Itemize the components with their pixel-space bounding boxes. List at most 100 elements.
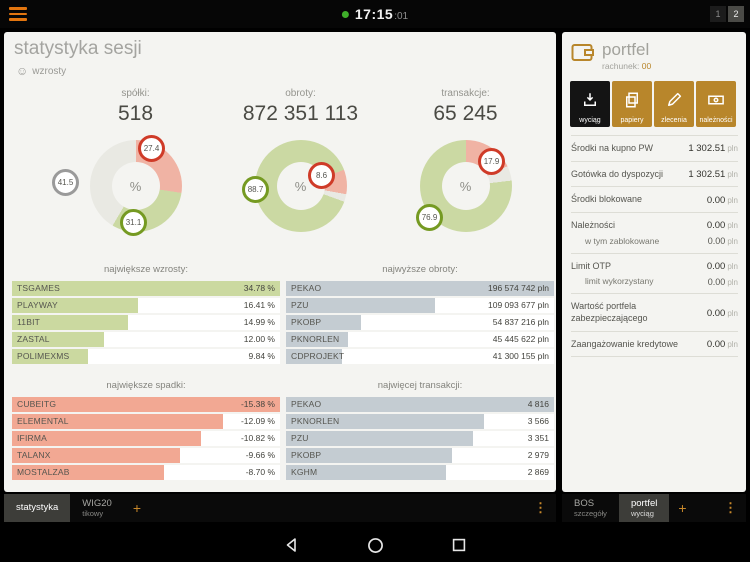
bar-fill — [286, 315, 361, 330]
portfolio-row-main: Środki blokowane 0.00 pln — [571, 194, 738, 206]
bar-row-elemental[interactable]: ELEMENTAL -12.09 % — [12, 414, 280, 429]
row-label: Gotówka do dyspozycji — [571, 168, 664, 179]
bar-row-cubeitg[interactable]: CUBEITG -15.38 % — [12, 397, 280, 412]
bar-row-pkobp[interactable]: PKOBP 54 837 216 pln — [286, 315, 554, 330]
stat-label: obroty: — [285, 88, 316, 99]
row-unit: pln — [727, 144, 738, 154]
zlecenia-button[interactable]: zlecenia — [654, 80, 694, 127]
tab-sublabel: tikowy — [82, 509, 104, 519]
bar-row-pekao[interactable]: PEKAO 4 816 — [286, 397, 554, 412]
tab-label: portfel — [630, 497, 658, 509]
row-unit: pln — [727, 195, 738, 205]
instrument-value: 54 837 216 pln — [492, 317, 549, 327]
bar-fill — [286, 298, 435, 313]
bar-fill — [12, 414, 223, 429]
row-value: 1 302.51 pln — [688, 168, 738, 180]
portfolio-row-zaangażowanie-kredytowe: Zaangażowanie kredytowe 0.00 pln — [571, 332, 738, 358]
bar-list-największe-spadki-: największe spadki: CUBEITG -15.38 % ELEMENT… — [12, 380, 280, 480]
instrument-value: -15.38 % — [240, 399, 275, 409]
bar-row-talanx[interactable]: TALANX -9.66 % — [12, 448, 280, 463]
overflow-menu-icon[interactable]: ⋮ — [534, 500, 547, 515]
instrument-name: TALANX — [17, 450, 51, 460]
home-button[interactable] — [361, 531, 389, 559]
button-label: należności — [699, 116, 733, 124]
bar-row-tsgames[interactable]: TSGAMES 34.78 % — [12, 281, 280, 296]
portfolio-row-main: Należności 0.00 pln — [571, 220, 738, 232]
page-indicator-1[interactable]: 1 — [710, 6, 726, 22]
recents-button[interactable] — [445, 531, 473, 559]
add-tab-button[interactable]: + — [678, 500, 687, 516]
bar-row-11bit[interactable]: 11BIT 14.99 % — [12, 315, 280, 330]
bar-row-pekao[interactable]: PEKAO 196 574 742 pln — [286, 281, 554, 296]
page-indicator-2[interactable]: 2 — [728, 6, 744, 22]
tab-statystyka[interactable]: statystyka — [4, 494, 71, 522]
bar-fill — [12, 315, 128, 330]
portfolio-row-sub: w tym zablokowane 0.00 pln — [571, 236, 738, 247]
bar-fill — [286, 465, 446, 480]
sub-row-unit: pln — [727, 237, 738, 247]
back-button[interactable] — [277, 531, 305, 559]
bar-row-pkobp[interactable]: PKOBP 2 979 — [286, 448, 554, 463]
bar-row-pknorlen[interactable]: PKNORLEN 45 445 622 pln — [286, 332, 554, 347]
connection-status-dot-icon — [341, 10, 349, 18]
tab-sublabel: szczegóły — [574, 509, 607, 519]
add-tab-button[interactable]: + — [132, 500, 141, 516]
bar-row-cdprojekt[interactable]: CDPROJEKT 41 300 155 pln — [286, 349, 554, 364]
portfolio-row-main: Zaangażowanie kredytowe 0.00 pln — [571, 339, 738, 351]
instrument-value: 196 574 742 pln — [488, 283, 549, 293]
instrument-name: PZU — [291, 300, 309, 310]
row-label: Limit OTP — [571, 260, 612, 271]
bar-row-zastal[interactable]: ZASTAL 12.00 % — [12, 332, 280, 347]
clock-seconds: :01 — [394, 11, 409, 22]
bar-fill — [286, 431, 473, 446]
stat-column-transakcje-: transakcje: 65 245% 17.9 76.9 — [383, 88, 548, 232]
bar-row-kghm[interactable]: KGHM 2 869 — [286, 465, 554, 480]
bar-fill — [12, 298, 139, 313]
donut-badge: 41.5 — [52, 168, 79, 196]
bar-fill — [12, 281, 280, 296]
należności-button[interactable]: należności — [696, 80, 736, 127]
sub-row-label: w tym zablokowane — [585, 235, 660, 246]
right-bottom-tabbar: BOS szczegóły portfel wyciąg + ⋮ — [562, 494, 746, 522]
bar-list-title: najwyższe obroty: — [382, 264, 458, 275]
instrument-name: TSGAMES — [17, 283, 60, 293]
download-icon — [581, 91, 599, 117]
bar-row-pzu[interactable]: PZU 3 351 — [286, 431, 554, 446]
instrument-name: POLIMEXMS — [17, 351, 70, 361]
bar-row-polimexms[interactable]: POLIMEXMS 9.84 % — [12, 349, 280, 364]
button-label: papiery — [620, 116, 644, 124]
wyciąg-button[interactable]: wyciąg — [570, 80, 610, 127]
bar-row-mostalzab[interactable]: MOSTALZAB -8.70 % — [12, 465, 280, 480]
portfolio-rows: Środki na kupno PW 1 302.51 pln Gotówka do … — [571, 134, 738, 358]
portfolio-row-sub: limit wykorzystany 0.00 pln — [571, 276, 738, 287]
papiery-button[interactable]: papiery — [612, 80, 652, 127]
instrument-name: PLAYWAY — [17, 300, 58, 310]
portfolio-row-gotówka-do-dyspozycji: Gotówka do dyspozycji 1 302.51 pln — [571, 162, 738, 188]
donut-badge: 8.6 — [308, 161, 335, 189]
row-value: 0.00 pln — [706, 194, 738, 206]
bar-fill — [12, 332, 105, 347]
donut-chart: % 88.7 8.6 — [242, 140, 347, 232]
bar-row-pknorlen[interactable]: PKNORLEN 3 566 — [286, 414, 554, 429]
bar-row-playway[interactable]: PLAYWAY 16.41 % — [12, 298, 280, 313]
portfolio-panel: portfel rachunek: 00 wyciąg papiery zlecen… — [562, 32, 746, 492]
instrument-name: ZASTAL — [17, 334, 50, 344]
tab-label: statystyka — [16, 502, 59, 514]
clock: 17:15 :01 — [341, 6, 409, 22]
bar-fill — [286, 448, 452, 463]
portfolio-row-środki-blokowane: Środki blokowane 0.00 pln — [571, 187, 738, 213]
sub-row-value: 0.00 pln — [707, 276, 738, 287]
tab-label: BOS — [574, 497, 595, 509]
bar-row-ifirma[interactable]: IFIRMA -10.82 % — [12, 431, 280, 446]
portfolio-row-main: Limit OTP 0.00 pln — [571, 261, 738, 273]
row-unit: pln — [727, 308, 738, 318]
hamburger-menu-icon[interactable] — [9, 7, 27, 21]
donut-chart: % 17.9 76.9 — [416, 140, 512, 232]
tab-wig20[interactable]: WIG20 tikowy — [70, 494, 124, 522]
tab-bos[interactable]: BOS szczegóły — [562, 494, 619, 522]
tab-portfel[interactable]: portfel wyciąg — [618, 494, 670, 522]
bar-row-pzu[interactable]: PZU 109 093 677 pln — [286, 298, 554, 313]
tab-sublabel: wyciąg — [630, 509, 654, 519]
bar-list-title: największe wzrosty: — [104, 264, 188, 275]
overflow-menu-icon[interactable]: ⋮ — [724, 500, 737, 515]
